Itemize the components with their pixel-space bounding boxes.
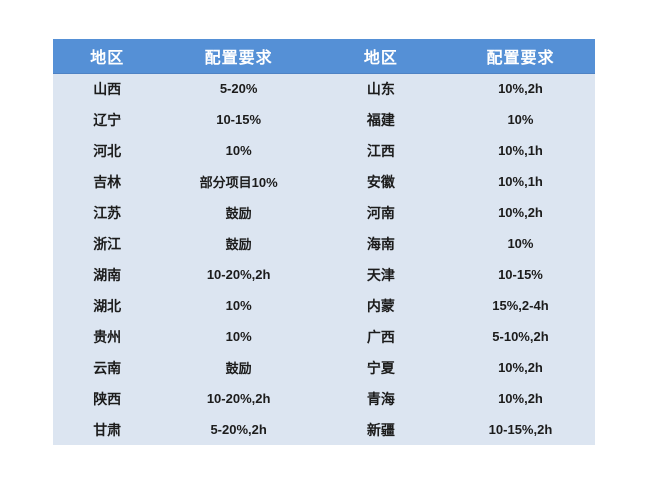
requirement-cell: 10% xyxy=(161,321,316,352)
requirement-cell: 10% xyxy=(445,104,595,135)
table-row: 山西 5-20% 山东 10%,2h xyxy=(53,73,595,104)
region-cell: 海南 xyxy=(315,228,446,259)
table-row: 辽宁 10-15% 福建 10% xyxy=(53,104,595,135)
table-row: 浙江 鼓励 海南 10% xyxy=(53,228,595,259)
table-row: 云南 鼓励 宁夏 10%,2h xyxy=(53,352,595,383)
region-cell: 广西 xyxy=(315,321,446,352)
requirement-cell: 5-20%,2h xyxy=(161,414,316,445)
requirement-cell: 10-15%,2h xyxy=(445,414,595,445)
requirement-cell: 10%,1h xyxy=(445,166,595,197)
requirement-cell: 10%,2h xyxy=(445,383,595,414)
region-cell: 贵州 xyxy=(53,321,162,352)
requirement-cell: 10-15% xyxy=(161,104,316,135)
requirement-cell: 10-20%,2h xyxy=(161,383,316,414)
region-cell: 吉林 xyxy=(53,166,162,197)
table-row: 吉林 部分项目10% 安徽 10%,1h xyxy=(53,166,595,197)
table-body: 山西 5-20% 山东 10%,2h 辽宁 10-15% 福建 10% 河北 10% 江西 10%,1… xyxy=(53,73,595,445)
region-cell: 甘肃 xyxy=(53,414,162,445)
region-cell: 湖南 xyxy=(53,259,162,290)
requirement-cell: 鼓励 xyxy=(161,197,316,228)
requirement-cell: 10% xyxy=(161,135,316,166)
requirement-cell: 10-15% xyxy=(445,259,595,290)
table-figure: 地区 配置要求 地区 配置要求 山西 5-20% 山东 10%,2h 辽宁 10-15% 福… xyxy=(53,39,595,445)
region-cell: 江苏 xyxy=(53,197,162,228)
requirement-cell: 15%,2-4h xyxy=(445,290,595,321)
region-cell: 天津 xyxy=(315,259,446,290)
regulation-table: 地区 配置要求 地区 配置要求 山西 5-20% 山东 10%,2h 辽宁 10-15% 福… xyxy=(53,39,595,445)
requirement-cell: 5-10%,2h xyxy=(445,321,595,352)
table-row: 湖北 10% 内蒙 15%,2-4h xyxy=(53,290,595,321)
region-cell: 湖北 xyxy=(53,290,162,321)
requirement-cell: 10%,2h xyxy=(445,73,595,104)
region-cell: 浙江 xyxy=(53,228,162,259)
requirement-cell: 5-20% xyxy=(161,73,316,104)
region-cell: 河北 xyxy=(53,135,162,166)
table-row: 甘肃 5-20%,2h 新疆 10-15%,2h xyxy=(53,414,595,445)
requirement-cell: 10% xyxy=(445,228,595,259)
region-cell: 山东 xyxy=(315,73,446,104)
region-cell: 福建 xyxy=(315,104,446,135)
region-cell: 江西 xyxy=(315,135,446,166)
region-cell: 新疆 xyxy=(315,414,446,445)
table-row: 贵州 10% 广西 5-10%,2h xyxy=(53,321,595,352)
requirement-cell: 部分项目10% xyxy=(161,166,316,197)
table-header: 地区 配置要求 地区 配置要求 xyxy=(53,39,595,74)
header-region-right: 地区 xyxy=(315,39,446,74)
region-cell: 宁夏 xyxy=(315,352,446,383)
table-row: 河北 10% 江西 10%,1h xyxy=(53,135,595,166)
region-cell: 辽宁 xyxy=(53,104,162,135)
region-cell: 安徽 xyxy=(315,166,446,197)
requirement-cell: 10% xyxy=(161,290,316,321)
region-cell: 河南 xyxy=(315,197,446,228)
header-row: 地区 配置要求 地区 配置要求 xyxy=(53,39,595,74)
requirement-cell: 鼓励 xyxy=(161,228,316,259)
requirement-cell: 鼓励 xyxy=(161,352,316,383)
requirement-cell: 10%,2h xyxy=(445,352,595,383)
header-requirement-right: 配置要求 xyxy=(445,39,595,74)
region-cell: 内蒙 xyxy=(315,290,446,321)
region-cell: 云南 xyxy=(53,352,162,383)
requirement-cell: 10%,1h xyxy=(445,135,595,166)
table-row: 陕西 10-20%,2h 青海 10%,2h xyxy=(53,383,595,414)
header-requirement-left: 配置要求 xyxy=(161,39,316,74)
requirement-cell: 10%,2h xyxy=(445,197,595,228)
header-region-left: 地区 xyxy=(53,39,162,74)
requirement-cell: 10-20%,2h xyxy=(161,259,316,290)
region-cell: 陕西 xyxy=(53,383,162,414)
table-row: 湖南 10-20%,2h 天津 10-15% xyxy=(53,259,595,290)
region-cell: 青海 xyxy=(315,383,446,414)
region-cell: 山西 xyxy=(53,73,162,104)
table-row: 江苏 鼓励 河南 10%,2h xyxy=(53,197,595,228)
